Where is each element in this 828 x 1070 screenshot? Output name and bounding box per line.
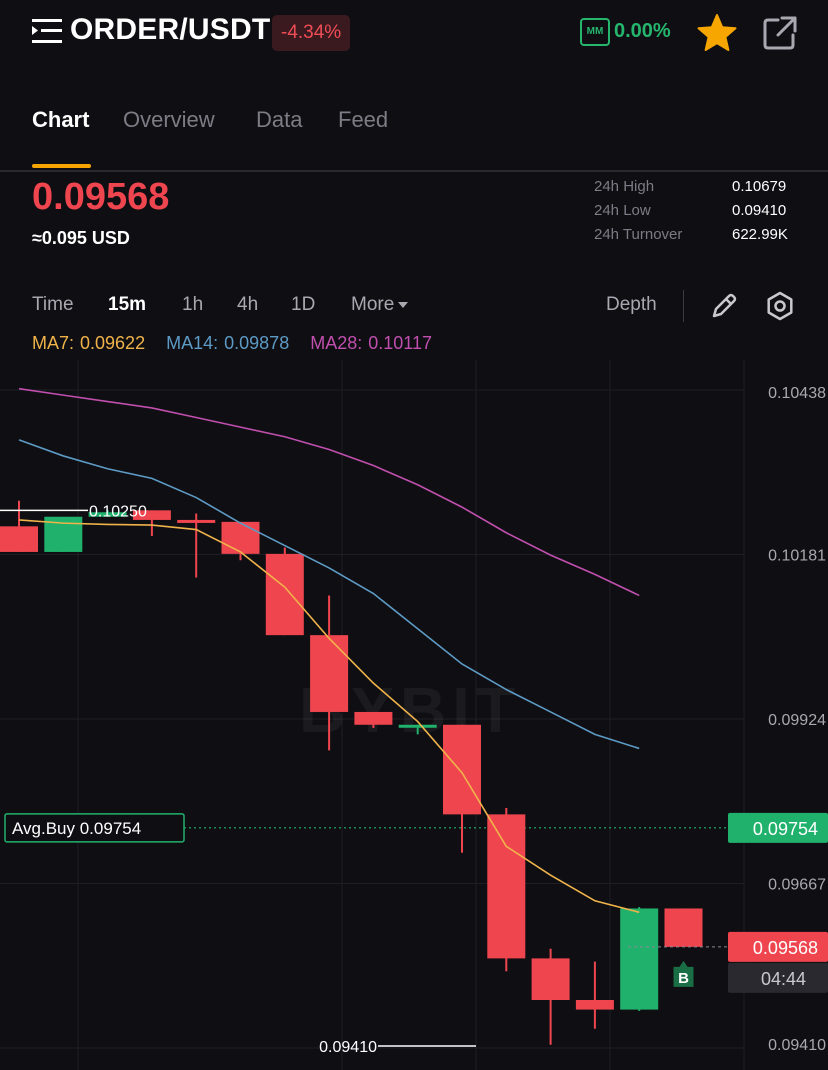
countdown-tag: [728, 962, 828, 993]
stat-label: 24h Low: [594, 202, 651, 219]
candle-body: [443, 724, 481, 815]
chart-toolbar: Time 15m 1h 4h 1D More Depth: [0, 290, 828, 324]
ma28-label: MA28:: [310, 333, 363, 353]
y-axis: 0.10438 0.10181 0.09924 0.09667 0.09410 0.097…: [728, 385, 828, 1054]
toolbar-divider: [683, 290, 684, 322]
candle-body: [88, 512, 127, 517]
avg-buy-price-tag: [728, 812, 828, 843]
tab-bar: Chart Overview Data Feed: [0, 100, 828, 172]
candle-body: [620, 908, 659, 1010]
candle-body: [221, 521, 260, 554]
menu-icon[interactable]: [32, 17, 62, 45]
active-tab-indicator: [32, 164, 91, 168]
stat-value: 0.10679: [732, 178, 787, 195]
candles: [0, 500, 703, 1045]
stat-label: 24h High: [594, 178, 655, 195]
avg-buy-label: Avg.Buy 0.09754: [12, 819, 141, 838]
avg-buy-price-label: 0.09754: [753, 819, 818, 839]
candle-body: [265, 553, 304, 636]
mm-value: 0.00%: [614, 20, 671, 42]
tab-data[interactable]: Data: [256, 107, 303, 132]
y-tick-label: 0.09667: [768, 877, 826, 894]
stat-value: 622.99K: [732, 226, 788, 243]
buy-marker-badge: [673, 960, 694, 987]
interval-time[interactable]: Time: [32, 294, 74, 315]
countdown-label: 04:44: [761, 969, 806, 989]
candle-body: [0, 526, 38, 552]
mm-icon: MM: [580, 18, 610, 46]
ma28-value: 0.10117: [368, 333, 432, 353]
ma-legend: MA7: 0.09622 MA14: 0.09878 MA28: 0.10117: [32, 333, 448, 354]
change-badge: -4.34%: [272, 15, 351, 51]
candle-body: [310, 635, 349, 712]
ma14-line: [18, 439, 640, 750]
ma14-value: 0.09878: [224, 333, 290, 353]
more-label: More: [351, 294, 395, 315]
tab-overview[interactable]: Overview: [123, 107, 215, 132]
caret-down-icon: [398, 301, 409, 308]
share-icon[interactable]: [762, 15, 798, 51]
interval-15m[interactable]: 15m: [108, 294, 147, 315]
last-price: 0.09568: [32, 176, 170, 218]
stat-row-turnover: 24h Turnover 622.99K: [594, 226, 804, 250]
candle-body: [398, 724, 437, 728]
stat-label: 24h Turnover: [594, 226, 683, 243]
candle-body: [354, 711, 393, 725]
buy-marker-label: B: [678, 970, 689, 987]
stats-panel: 24h High 0.10679 24h Low 0.09410 24h Tur…: [594, 178, 804, 250]
candle-body: [531, 958, 570, 1000]
price-usd: ≈0.095 USD: [32, 228, 130, 248]
candle-body: [177, 519, 216, 523]
last-price-label: 0.09568: [753, 938, 818, 958]
pair-title[interactable]: ORDER/USDT: [70, 13, 271, 46]
y-tick-label: 0.10438: [768, 385, 826, 402]
candle-body: [664, 908, 703, 947]
pencil-icon[interactable]: [708, 290, 740, 322]
depth-button[interactable]: Depth: [606, 294, 657, 315]
y-tick-label: 0.09924: [768, 712, 826, 729]
ma14-label: MA14:: [166, 333, 219, 353]
low-marker-label: 0.09410: [319, 1039, 377, 1056]
ma7-legend: MA7: 0.09622: [32, 333, 153, 353]
high-marker-label: 0.10250: [89, 503, 147, 520]
interval-4h[interactable]: 4h: [237, 294, 259, 315]
last-price-tag: [728, 931, 828, 962]
chart-grid: [0, 360, 745, 1070]
interval-1d[interactable]: 1D: [291, 294, 316, 315]
ma7-line: [18, 519, 640, 914]
avg-buy-box: [4, 813, 185, 843]
gear-icon[interactable]: [764, 290, 796, 322]
stat-value: 0.09410: [732, 202, 787, 219]
ma-lines: [18, 387, 640, 914]
top-bar: ORDER/USDT -4.34% MM 0.00%: [0, 0, 828, 70]
candle-body: [132, 510, 171, 520]
ma7-value: 0.09622: [80, 333, 146, 353]
candle-body: [575, 999, 614, 1010]
ma28-legend: MA28: 0.10117: [310, 333, 440, 353]
y-tick-label: 0.09410: [768, 1037, 826, 1054]
stat-row-low: 24h Low 0.09410: [594, 202, 804, 226]
ma7-label: MA7:: [32, 333, 75, 353]
star-icon[interactable]: [696, 12, 738, 54]
ma28-line: [18, 387, 640, 597]
y-tick-label: 0.10181: [768, 548, 826, 565]
ma14-legend: MA14: 0.09878: [166, 333, 297, 353]
more-dropdown[interactable]: More: [351, 294, 409, 316]
interval-1h[interactable]: 1h: [182, 294, 204, 315]
candle-body: [487, 814, 526, 959]
tab-chart[interactable]: Chart: [32, 107, 90, 132]
tab-feed[interactable]: Feed: [338, 107, 389, 132]
price-markers: 0.10250 0.09410 Avg.Buy 0.09754 B: [0, 503, 728, 1056]
stat-row-high: 24h High 0.10679: [594, 178, 804, 202]
